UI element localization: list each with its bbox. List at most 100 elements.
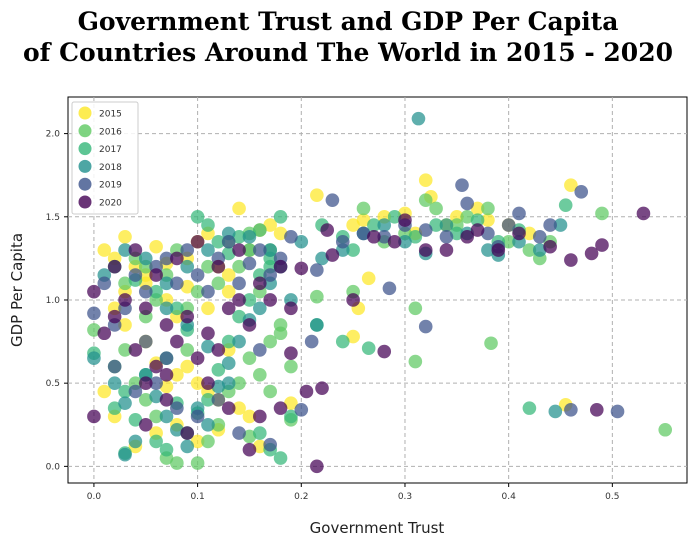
data-point-2020 (398, 213, 412, 227)
data-point-2019 (481, 226, 495, 241)
data-point-2015 (170, 368, 184, 382)
data-point-2020 (201, 376, 215, 390)
data-point-2017 (118, 384, 132, 399)
data-point-2018 (221, 376, 236, 390)
data-point-2020 (138, 376, 153, 390)
chart-title-line-1: Government Trust and GDP Per Capita (77, 7, 619, 36)
data-point-2020 (232, 293, 246, 307)
data-point-2020 (107, 309, 122, 324)
data-point-2020 (190, 351, 205, 366)
data-point-2015 (253, 439, 267, 454)
data-point-2019 (128, 384, 143, 399)
data-point-2015 (564, 178, 578, 192)
data-point-2020 (211, 343, 226, 357)
data-point-2019 (253, 243, 267, 257)
data-point-2019 (501, 218, 516, 232)
data-point-2020 (242, 318, 257, 332)
data-point-2016 (170, 456, 184, 470)
y-tick-label: 0.5 (46, 379, 60, 389)
data-point-2017 (284, 409, 298, 424)
data-point-2018 (87, 351, 101, 366)
data-point-2016 (138, 393, 153, 407)
legend-label: 2015 (99, 110, 122, 120)
data-point-2019 (325, 193, 340, 207)
data-point-2020 (418, 243, 433, 257)
data-point-2017 (522, 401, 537, 415)
data-point-2020 (273, 259, 288, 274)
data-point-2017 (201, 393, 215, 407)
data-point-2016 (658, 422, 673, 437)
data-point-2016 (418, 193, 433, 207)
data-point-2019 (201, 284, 215, 299)
data-point-2020 (299, 384, 314, 399)
legend-label: 2020 (99, 199, 122, 209)
axis-ticks: 0.0 0.1 0.2 0.3 0.4 0.5 0.0 0.5 1.0 1.5 2.0 (46, 130, 620, 502)
data-point-2020 (87, 284, 101, 299)
data-point-2019 (107, 359, 122, 374)
data-point-2016 (180, 343, 195, 357)
data-point-2020 (221, 301, 236, 316)
data-point-2018 (294, 234, 309, 249)
data-point-2019 (284, 229, 298, 244)
data-point-2018 (201, 243, 215, 257)
data-point-2017 (558, 198, 573, 212)
data-point-2016 (501, 234, 516, 249)
data-point-2016 (232, 376, 246, 390)
x-tick-label: 0.2 (294, 492, 308, 502)
data-point-2020 (180, 309, 195, 324)
data-point-2020 (159, 368, 174, 382)
legend-label: 2017 (99, 145, 122, 155)
data-point-2016 (263, 334, 277, 349)
data-point-2019 (138, 284, 153, 299)
data-point-2019 (263, 437, 277, 452)
data-point-2019 (460, 196, 474, 211)
data-point-2020 (118, 293, 132, 307)
data-point-2019 (180, 243, 195, 257)
data-point-2018 (548, 404, 563, 419)
data-point-2020 (159, 318, 174, 332)
data-point-2020 (564, 253, 578, 267)
data-point-2016 (190, 284, 205, 299)
y-tick-label: 2.0 (46, 130, 61, 140)
data-point-2017 (170, 301, 184, 316)
data-point-2015 (221, 284, 236, 299)
data-point-2018 (138, 251, 153, 266)
data-point-2017 (242, 293, 257, 307)
x-tick-label: 0.5 (605, 492, 619, 502)
data-point-2020 (232, 243, 246, 257)
data-point-2020 (595, 238, 609, 252)
data-point-2019 (439, 229, 454, 244)
data-point-2018 (532, 243, 547, 257)
data-point-2016 (356, 201, 371, 216)
data-point-2016 (310, 289, 324, 304)
data-point-2019 (377, 229, 392, 244)
data-point-2015 (221, 268, 236, 282)
legend-marker (78, 142, 92, 156)
data-point-2020 (242, 442, 257, 457)
data-point-2017 (429, 218, 443, 232)
x-tick-label: 0.4 (501, 492, 516, 502)
data-point-2015 (346, 329, 360, 344)
data-point-2020 (138, 301, 153, 316)
data-point-2017 (470, 213, 485, 227)
data-point-2019 (242, 256, 257, 271)
data-point-2016 (284, 359, 298, 374)
data-point-2016 (408, 301, 423, 316)
legend-label: 2019 (99, 181, 122, 191)
chart-title-line-2: of Countries Around The World in 2015 - … (22, 38, 673, 67)
data-point-2015 (201, 301, 215, 316)
data-point-2015 (232, 201, 246, 216)
data-point-2017 (159, 442, 174, 457)
data-point-2016 (242, 351, 257, 366)
data-point-2020 (439, 243, 454, 257)
data-point-2018 (232, 334, 246, 349)
data-point-2018 (221, 356, 236, 371)
data-point-2017 (107, 401, 122, 415)
data-point-2015 (242, 409, 257, 424)
data-point-2019 (310, 263, 324, 277)
data-point-2019 (263, 268, 277, 282)
data-point-2015 (149, 239, 163, 254)
data-point-2019 (532, 229, 547, 244)
legend-marker (78, 124, 92, 138)
